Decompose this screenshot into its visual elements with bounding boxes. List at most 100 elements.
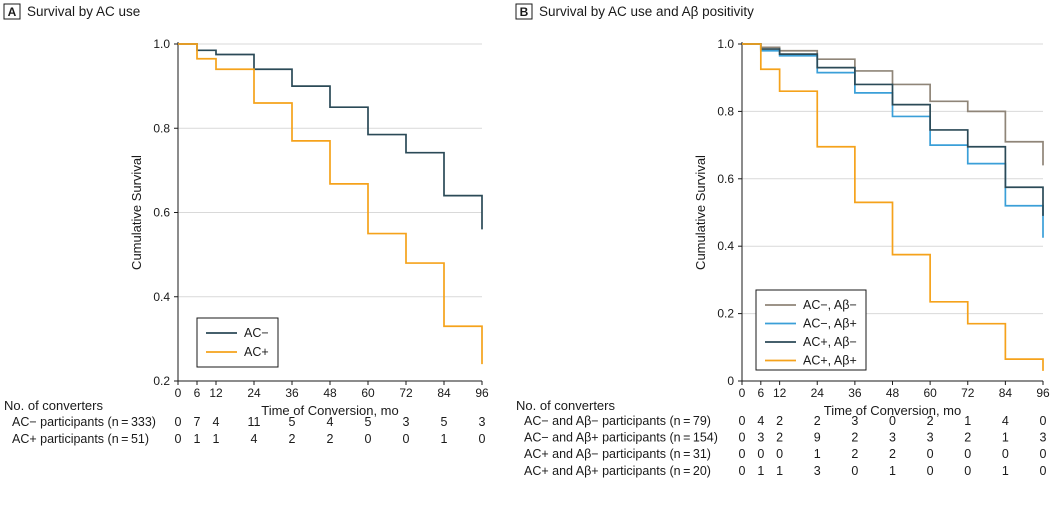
x-tick-label: 48 bbox=[886, 386, 900, 400]
km-curve-1 bbox=[178, 43, 483, 230]
x-tick-label: 12 bbox=[209, 386, 223, 400]
x-tick-label: 24 bbox=[811, 386, 825, 400]
risk-value: 9 bbox=[814, 431, 821, 445]
risk-value: 1 bbox=[964, 414, 971, 428]
risk-value: 0 bbox=[851, 464, 858, 478]
risk-value: 0 bbox=[889, 414, 896, 428]
y-tick-label: 0.8 bbox=[717, 104, 734, 118]
y-tick-label: 0.8 bbox=[153, 121, 170, 135]
risk-value: 0 bbox=[776, 447, 783, 461]
panel-title: Survival by AC use bbox=[27, 4, 140, 19]
km-curve-3 bbox=[742, 43, 1044, 216]
x-tick-label: 0 bbox=[175, 386, 182, 400]
risk-value: 0 bbox=[1002, 447, 1009, 461]
y-axis-label: Cumulative Survival bbox=[693, 155, 708, 270]
x-tick-label: 96 bbox=[1036, 386, 1050, 400]
risk-value: 1 bbox=[776, 464, 783, 478]
risk-value: 3 bbox=[814, 464, 821, 478]
risk-value: 0 bbox=[927, 447, 934, 461]
risk-value: 2 bbox=[776, 431, 783, 445]
risk-value: 5 bbox=[365, 415, 372, 429]
risk-value: 2 bbox=[289, 432, 296, 446]
risk-row-label: AC+ and Aβ− participants (n = 31) bbox=[524, 447, 711, 461]
risk-value: 4 bbox=[327, 415, 334, 429]
x-axis-label: Time of Conversion, mo bbox=[824, 403, 962, 418]
risk-value: 0 bbox=[175, 415, 182, 429]
risk-value: 4 bbox=[1002, 414, 1009, 428]
x-tick-label: 36 bbox=[285, 386, 299, 400]
legend-label: AC+ bbox=[244, 345, 269, 359]
km-curve-1 bbox=[742, 43, 1044, 166]
risk-value: 11 bbox=[248, 415, 261, 429]
risk-table-header: No. of converters bbox=[4, 398, 103, 413]
x-tick-label: 60 bbox=[923, 386, 937, 400]
legend-label: AC−, Aβ+ bbox=[803, 317, 857, 331]
risk-value: 4 bbox=[757, 414, 764, 428]
x-tick-label: 72 bbox=[961, 386, 975, 400]
legend-label: AC+, Aβ+ bbox=[803, 354, 857, 368]
legend-label: AC− bbox=[244, 326, 269, 340]
panel-letter: A bbox=[8, 5, 17, 19]
x-tick-label: 6 bbox=[194, 386, 201, 400]
risk-value: 0 bbox=[964, 447, 971, 461]
risk-value: 4 bbox=[251, 432, 258, 446]
risk-value: 3 bbox=[403, 415, 410, 429]
x-tick-label: 84 bbox=[437, 386, 451, 400]
legend: AC− AC+ bbox=[196, 317, 279, 368]
risk-value: 0 bbox=[964, 464, 971, 478]
y-tick-label: 0.2 bbox=[717, 307, 734, 321]
x-tick-label: 36 bbox=[848, 386, 862, 400]
risk-value: 1 bbox=[1002, 464, 1009, 478]
x-tick-label: 6 bbox=[757, 386, 764, 400]
risk-value: 0 bbox=[175, 432, 182, 446]
risk-value: 2 bbox=[964, 431, 971, 445]
km-curve-4 bbox=[742, 43, 1044, 371]
x-tick-label: 12 bbox=[773, 386, 787, 400]
risk-value: 1 bbox=[213, 432, 220, 446]
risk-value: 5 bbox=[441, 415, 448, 429]
risk-value: 3 bbox=[889, 431, 896, 445]
risk-value: 0 bbox=[927, 464, 934, 478]
y-tick-label: 0.6 bbox=[153, 206, 170, 220]
risk-value: 0 bbox=[479, 432, 486, 446]
risk-value: 0 bbox=[1040, 414, 1047, 428]
risk-value: 0 bbox=[757, 447, 764, 461]
risk-value: 7 bbox=[194, 415, 201, 429]
risk-value: 2 bbox=[776, 414, 783, 428]
risk-value: 3 bbox=[479, 415, 486, 429]
x-tick-label: 0 bbox=[739, 386, 746, 400]
legend-box bbox=[755, 289, 867, 371]
y-tick-label: 1.0 bbox=[717, 37, 734, 51]
legend: AC−, Aβ− AC−, Aβ+ AC+, Aβ− AC+, Aβ+ bbox=[755, 289, 867, 371]
panel-letter-box bbox=[3, 3, 21, 20]
risk-value: 1 bbox=[1002, 431, 1009, 445]
risk-value: 0 bbox=[739, 431, 746, 445]
risk-value: 2 bbox=[327, 432, 334, 446]
x-tick-label: 24 bbox=[247, 386, 261, 400]
risk-value: 0 bbox=[739, 464, 746, 478]
risk-value: 2 bbox=[814, 414, 821, 428]
x-axis-label: Time of Conversion, mo bbox=[261, 403, 399, 418]
y-tick-label: 0.4 bbox=[153, 290, 170, 304]
y-tick-label: 1.0 bbox=[153, 37, 170, 51]
legend-box bbox=[196, 317, 279, 368]
risk-value: 0 bbox=[403, 432, 410, 446]
risk-value: 1 bbox=[194, 432, 201, 446]
panel-b: B Survival by AC use and Aβ positivity 0 0.… bbox=[515, 3, 1050, 478]
risk-table: No. of converters AC− participants (n = 3… bbox=[4, 398, 486, 446]
x-tick-label: 72 bbox=[399, 386, 413, 400]
risk-row-label: AC− participants (n = 333) bbox=[12, 415, 156, 429]
x-tick-label: 60 bbox=[361, 386, 375, 400]
risk-value: 2 bbox=[851, 431, 858, 445]
x-tick-label: 48 bbox=[323, 386, 337, 400]
x-tick-label: 96 bbox=[475, 386, 489, 400]
risk-value: 4 bbox=[213, 415, 220, 429]
panel-letter: B bbox=[520, 5, 529, 19]
legend-label: AC+, Aβ− bbox=[803, 335, 857, 349]
risk-value: 3 bbox=[851, 414, 858, 428]
y-axis-label: Cumulative Survival bbox=[129, 155, 144, 270]
risk-value: 0 bbox=[739, 447, 746, 461]
y-tick-label: 0.2 bbox=[153, 374, 170, 388]
panel-title: Survival by AC use and Aβ positivity bbox=[539, 4, 754, 19]
